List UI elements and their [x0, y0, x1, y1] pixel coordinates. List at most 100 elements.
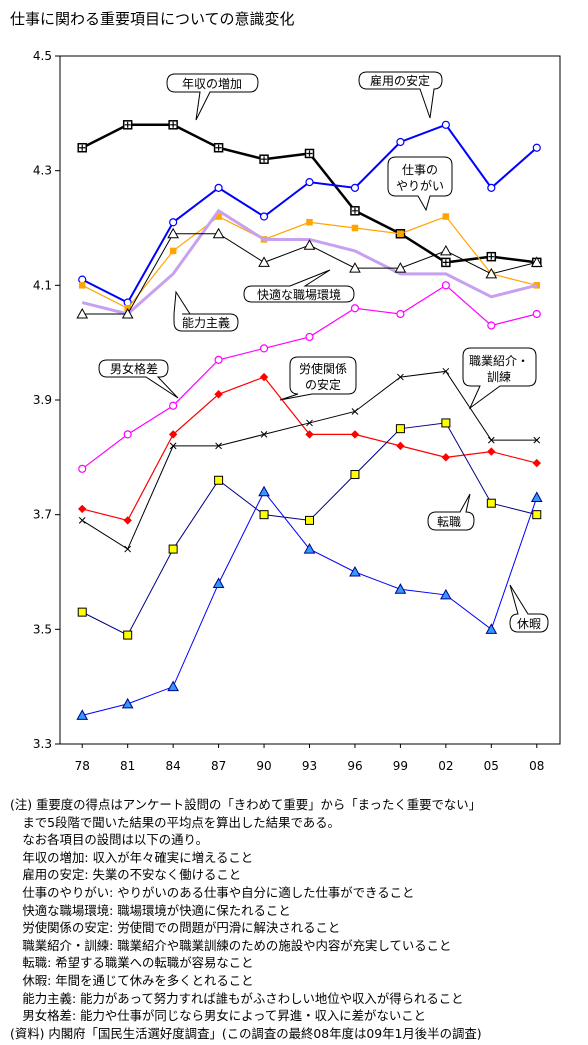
x-tick-label: 99 — [393, 759, 408, 773]
note-line: 仕事のやりがい: やりがいのある仕事や自分に適した仕事ができること — [10, 884, 415, 900]
series-4 — [76, 227, 543, 319]
data-point — [168, 430, 178, 439]
series-9 — [76, 485, 543, 720]
data-point — [167, 680, 179, 692]
callout-environment: 快適な職場環境 — [243, 269, 355, 303]
data-point — [442, 367, 450, 375]
y-tick-label: 4.1 — [33, 278, 52, 292]
callout-jobchange-label: 転職 — [437, 515, 461, 529]
data-point — [487, 321, 496, 330]
callout-worth: 仕事の やりがい — [387, 156, 453, 212]
x-tick-label: 93 — [302, 759, 317, 773]
data-point — [305, 515, 314, 525]
data-point — [396, 309, 405, 319]
data-point — [121, 697, 134, 709]
data-point — [442, 213, 450, 220]
data-point — [441, 453, 451, 462]
data-point — [169, 218, 178, 227]
data-point-cross — [170, 121, 177, 128]
note-line: 休暇: 年間を通じて休みを多くとれること — [10, 972, 254, 988]
x-tick-label: 08 — [529, 759, 544, 773]
callout-placement-label-1: 職業紹介・ — [469, 354, 529, 368]
line-chart: 3.3 3.5 3.7 3.9 4.1 4.3 4.5 78 81 84 87 90 93 96 99 02 0… — [33, 49, 561, 773]
data-point — [533, 436, 541, 444]
data-point — [349, 262, 361, 273]
note-line: 男女格差: 能力や仕事が同じなら男女によって昇進・収入に差がないこと — [10, 1008, 427, 1024]
data-point — [260, 431, 268, 438]
x-tick-label: 90 — [256, 759, 271, 773]
data-point — [487, 183, 496, 192]
data-point — [485, 267, 498, 279]
data-point — [396, 137, 405, 147]
data-point — [169, 442, 177, 450]
data-point — [259, 212, 269, 221]
x-tick-label: 02 — [438, 759, 453, 773]
data-point — [486, 498, 496, 508]
data-point — [306, 419, 313, 427]
note-line: なお各項目の設問は以下の通り。 — [10, 832, 209, 848]
callout-merit: 能力主義 — [173, 290, 239, 332]
data-point — [305, 332, 314, 342]
data-point — [214, 355, 223, 364]
data-point — [167, 227, 179, 239]
callout-leave-label: 休暇 — [517, 617, 541, 631]
y-tick-label: 3.7 — [33, 508, 52, 522]
data-point-cross — [215, 144, 222, 151]
callout-placement-label-2: 訓練 — [487, 369, 511, 384]
data-point — [212, 577, 225, 588]
data-point — [305, 178, 314, 187]
data-point-cross — [442, 259, 449, 266]
notes-block: (注) 重要度の得点はアンケート設問の「きわめて重要」から「まったく重要でない」… — [10, 796, 580, 1042]
data-point — [76, 709, 89, 720]
x-tick-label: 87 — [211, 759, 226, 773]
note-line: 年収の増加: 収入が年々確実に増えること — [10, 849, 254, 865]
data-point — [258, 485, 270, 497]
series-1 — [78, 120, 541, 307]
data-point-cross — [261, 156, 268, 163]
data-point — [350, 470, 360, 480]
callout-income-label: 年収の増加 — [182, 77, 242, 91]
data-point — [78, 464, 87, 473]
callout-labor-label-2: の安定 — [305, 377, 341, 392]
data-point — [258, 256, 270, 267]
data-point — [350, 183, 360, 192]
callout-leave: 休暇 — [509, 584, 549, 633]
x-tick-label: 81 — [120, 759, 135, 773]
data-point — [77, 607, 87, 617]
data-point — [259, 372, 269, 382]
data-point — [532, 510, 542, 520]
series-7 — [78, 367, 541, 553]
data-point — [440, 244, 452, 256]
data-point — [212, 227, 225, 239]
data-point — [530, 491, 543, 502]
data-point — [349, 565, 361, 577]
y-tick-label: 3.5 — [33, 622, 52, 636]
note-line: 労使関係の安定: 労使間での問題が円滑に解決されること — [10, 920, 341, 936]
data-point — [214, 183, 223, 192]
data-point — [303, 543, 316, 554]
data-point — [532, 143, 541, 152]
data-point — [350, 304, 360, 313]
callout-labor-label-1: 労使関係 — [299, 361, 347, 376]
data-point — [123, 630, 133, 640]
data-point — [259, 344, 269, 353]
data-point — [214, 475, 224, 485]
note-line: 転職: 希望する職業への転職が容易なこと — [10, 955, 254, 971]
callout-placement: 職業紹介・ 訓練 — [462, 347, 537, 410]
data-point — [532, 458, 541, 468]
data-point — [169, 247, 177, 255]
x-tick-label: 78 — [75, 759, 90, 773]
data-point — [124, 545, 132, 553]
data-point — [441, 281, 450, 290]
data-point — [397, 373, 404, 381]
y-tick-label: 3.3 — [33, 737, 52, 751]
data-point — [123, 516, 132, 525]
data-point — [532, 309, 541, 319]
data-point — [306, 219, 313, 226]
x-tick-label: 96 — [347, 759, 362, 773]
callout-gender: 男女格差 — [98, 359, 179, 399]
data-point-cross — [488, 253, 495, 260]
note-line: 快適な職場環境: 職場環境が快適に保たれること — [10, 902, 291, 918]
data-point — [78, 275, 87, 284]
chart-title: 仕事に関わる重要項目についての意識変化 — [10, 10, 295, 28]
